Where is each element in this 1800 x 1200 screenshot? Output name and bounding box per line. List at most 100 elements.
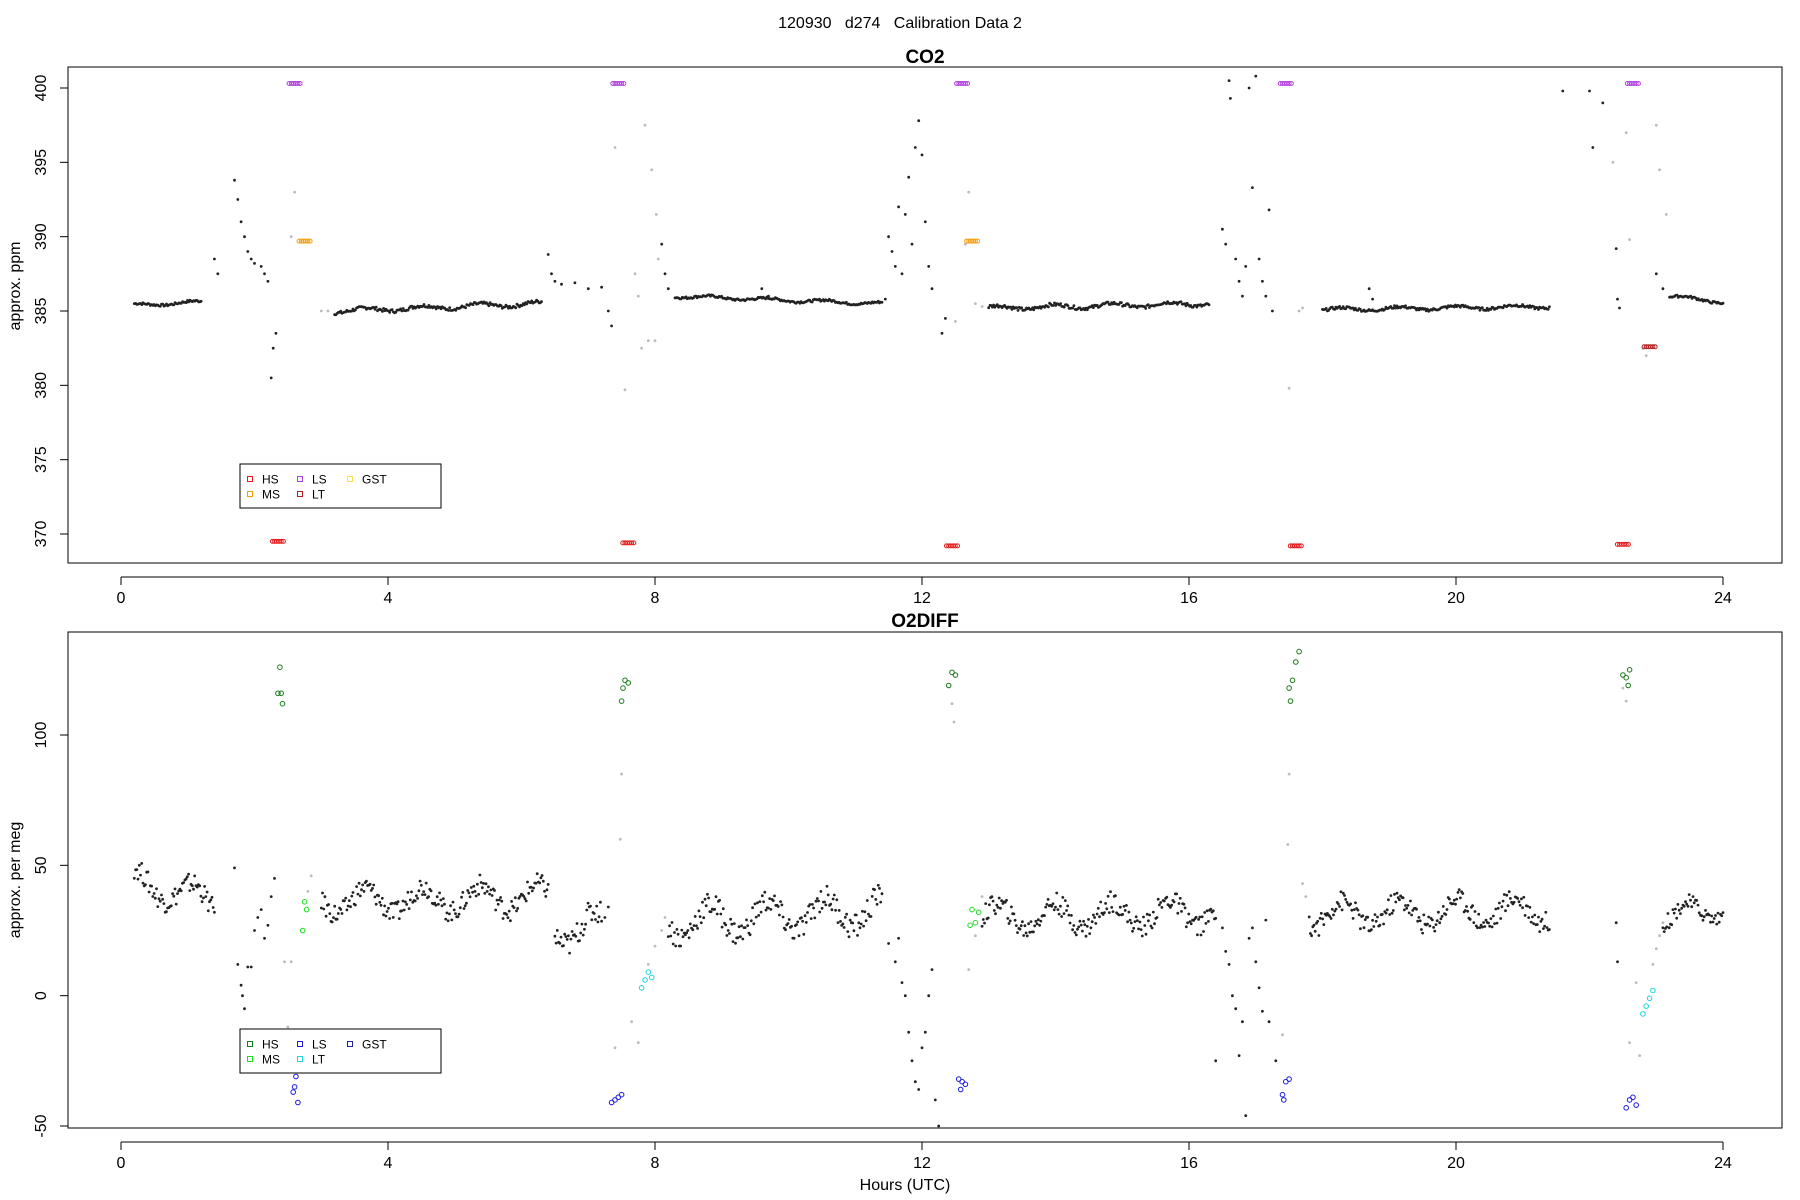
o2diff-transient-point [937,1124,941,1128]
o2diff-ambient-point [1680,906,1684,910]
o2diff-ambient-point [1361,914,1365,918]
o2diff-ambient-point [478,873,482,877]
co2-ambient-point [1047,305,1050,309]
o2diff-transient-point [1251,926,1254,930]
o2diff-ambient-point [368,882,372,886]
o2diff-ambient-point [1422,913,1426,917]
co2-transient-point [920,153,924,157]
o2diff-ambient-point [1176,911,1180,915]
o2diff-ambient-point [1373,913,1377,916]
o2diff-ambient-point [826,893,830,897]
o2diff-ambient-point [522,895,526,898]
o2diff-calibration-point-ls [1633,1102,1639,1108]
o2diff-ambient-point [869,915,873,918]
o2diff-ambient-point [1349,902,1352,906]
o2diff-ambient-point [731,940,735,943]
o2diff-ambient-point [776,905,780,908]
o2diff-ambient-point [1393,892,1396,896]
co2-transition-point [636,294,640,298]
co2-transition-point [1287,386,1291,390]
o2diff-ambient-point [150,884,154,888]
o2diff-ambient-point [697,909,701,913]
o2diff-ambient-point [1019,924,1023,928]
o2diff-calibration-point-ls [1623,1105,1629,1111]
o2diff-ambient-point [870,895,874,898]
o2diff-ambient-point [589,904,592,908]
o2diff-ambient-point [1487,921,1490,925]
o2diff-transient-point [1616,960,1619,964]
o2diff-calibration-point-hs [945,682,952,689]
o2diff-ambient-point [327,903,330,906]
co2-transient-point [927,265,931,268]
o2diff-ambient-point [757,914,761,917]
o2diff-ambient-point [706,892,709,896]
o2diff-ambient-point [1391,909,1395,912]
o2diff-ambient-point [202,896,205,900]
o2diff-ambient-point [1410,913,1413,917]
o2diff-ambient-point [1507,890,1511,894]
co2-legend-label-hs: HS [262,473,279,487]
o2diff-ambient-point [824,903,828,907]
o2diff-transient-point [933,1098,937,1102]
o2diff-ambient-point [1034,919,1038,923]
o2diff-ambient-point [1543,924,1546,928]
co2-transition-point [643,123,647,127]
o2diff-ambient-point [162,902,166,905]
o2diff-legend-swatch-lt [297,1056,303,1062]
co2-ambient-point [1484,309,1488,312]
o2diff-ambient-point [679,944,682,948]
o2diff-ambient-point [988,903,991,907]
co2-ambient-point [995,303,999,307]
o2diff-ambient-point [585,908,589,912]
o2diff-ambient-point [1066,904,1070,908]
o2diff-calibration-point-ls [1630,1094,1636,1101]
o2diff-ambient-point [374,902,378,906]
o2diff-ambient-point [1144,932,1148,936]
co2-ambient-point [1546,307,1550,311]
o2diff-ambient-point [1707,913,1711,917]
o2diff-ambient-point [1016,931,1019,934]
o2diff-ambient-point [1382,922,1385,926]
co2-transient-point [246,250,250,253]
o2diff-ambient-point [158,899,162,903]
o2diff-ambient-point [751,906,754,910]
o2diff-transient-point [243,1007,246,1011]
o2diff-ambient-point [541,879,545,883]
co2-transient-point [610,324,613,328]
o2diff-transient-point [1237,1054,1241,1057]
o2diff-calibration-point-hs [278,690,285,697]
o2diff-ambient-point [1721,911,1725,914]
o2diff-ambient-point [1329,917,1333,920]
co2-transition-point [1624,131,1628,135]
o2diff-ambient-point [416,897,419,900]
o2diff-ambient-point [1465,905,1468,908]
o2diff-ambient-point [457,912,461,916]
o2diff-ambient-point [1451,902,1455,905]
o2diff-ambient-point [544,895,548,898]
co2-ambient-point [382,307,385,310]
o2diff-ambient-point [865,899,869,902]
co2-ambient-point [1358,307,1362,311]
co2-transition-point [646,339,650,343]
o2diff-ambient-point [1062,912,1066,915]
o2diff-ambient-point [1187,912,1191,916]
o2diff-ambient-point [1104,902,1107,905]
o2diff-ambient-point [1082,919,1085,923]
co2-transient-point [1367,287,1371,291]
o2diff-ambient-point [1538,930,1542,933]
o2diff-ambient-point [1496,906,1500,910]
o2diff-ambient-point [319,906,323,910]
co2-y-tick-label: 390 [33,223,50,250]
o2diff-ambient-point [1330,907,1334,911]
o2diff-ambient-point [1662,930,1666,933]
o2diff-ambient-point [592,912,596,915]
o2diff-ambient-point [1481,925,1484,929]
o2diff-ambient-point [1542,927,1545,930]
o2diff-chart: O2DIFF approx. per meg 0 4 8 12 16 20 24 -50 0 50… [7,611,1783,1172]
o2diff-ambient-point [1452,898,1456,902]
o2diff-ambient-point [811,903,814,906]
o2diff-ambient-point [1013,918,1017,922]
co2-transient-point [239,220,243,224]
o2diff-ambient-point [451,900,455,904]
o2diff-ambient-point [1084,934,1088,938]
